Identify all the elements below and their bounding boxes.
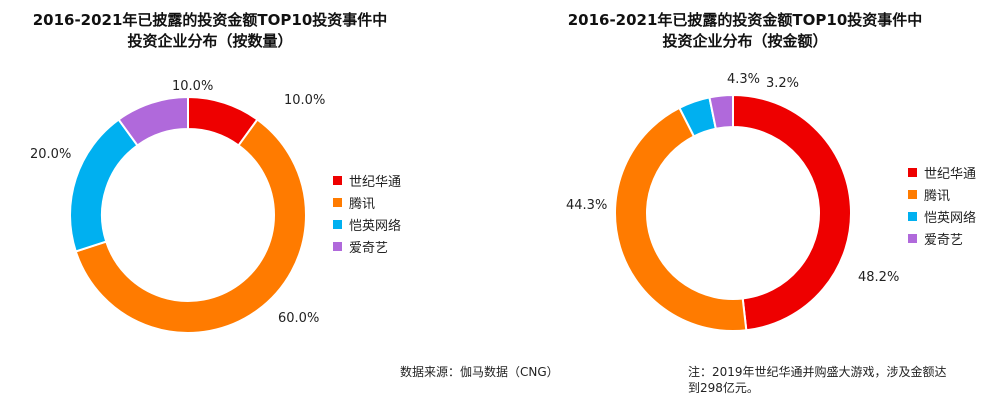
chart-title-count-line2: 投资企业分布（按数量）: [127, 32, 293, 50]
data-label-1-0: 48.2%: [858, 270, 899, 285]
legend-label: 恺英网络: [349, 218, 402, 234]
legend-item-0-2: 恺英网络: [333, 213, 401, 235]
legend-swatch: [333, 197, 342, 207]
legend-swatch: [908, 167, 917, 177]
donut-slice-0-1: [74, 118, 307, 334]
data-label-1-3: 3.2%: [766, 76, 799, 91]
chart-title-count: 2016-2021年已披露的投资金额TOP10投资事件中 投资企业分布（按数量）: [0, 10, 420, 52]
data-label-0-3: 10.0%: [172, 79, 213, 94]
legend-swatch: [333, 175, 342, 185]
chart-title-amount: 2016-2021年已披露的投资金额TOP10投资事件中 投资企业分布（按金额）: [535, 10, 955, 52]
donut-slice-1-1: [614, 106, 748, 332]
legend-item-0-1: 腾讯: [333, 191, 401, 213]
legend-label: 爱奇艺: [349, 240, 389, 256]
legend-swatch: [908, 189, 917, 199]
data-label-1-2: 4.3%: [727, 72, 760, 87]
legend-item-1-1: 腾讯: [908, 183, 976, 205]
legend-swatch: [333, 241, 342, 251]
legend-label: 恺英网络: [924, 210, 977, 226]
legend-label: 世纪华通: [924, 166, 977, 182]
legend-item-1-0: 世纪华通: [908, 161, 976, 183]
legend-amount: 世纪华通腾讯恺英网络爱奇艺: [908, 161, 976, 249]
data-source: 数据来源：伽马数据（CNG）: [400, 365, 559, 379]
data-label-1-1: 44.3%: [566, 198, 607, 213]
legend-item-1-3: 爱奇艺: [908, 227, 976, 249]
legend-swatch: [333, 219, 342, 229]
legend-label: 爱奇艺: [924, 232, 964, 248]
data-label-0-1: 60.0%: [278, 311, 319, 326]
chart-title-amount-line2: 投资企业分布（按金额）: [662, 32, 828, 50]
legend-label: 世纪华通: [349, 174, 402, 190]
footnote: 注：2019年世纪华通并购盛大游戏，涉及金额达到298亿元。: [688, 365, 947, 395]
legend-item-0-0: 世纪华通: [333, 169, 401, 191]
legend-item-0-3: 爱奇艺: [333, 235, 401, 257]
legend-count: 世纪华通腾讯恺英网络爱奇艺: [333, 169, 401, 257]
legend-swatch: [908, 211, 917, 221]
data-label-0-0: 10.0%: [284, 93, 325, 108]
legend-label: 腾讯: [924, 188, 951, 204]
chart-title-count-line1: 2016-2021年已披露的投资金额TOP10投资事件中: [32, 11, 388, 29]
donut-slice-1-3: [708, 93, 734, 130]
donut-slice-1-0: [732, 93, 852, 332]
data-label-0-2: 20.0%: [30, 147, 71, 162]
legend-label: 腾讯: [349, 196, 376, 212]
chart-title-amount-line1: 2016-2021年已披露的投资金额TOP10投资事件中: [567, 11, 923, 29]
donut-slice-0-2: [69, 118, 139, 253]
legend-item-1-2: 恺英网络: [908, 205, 976, 227]
donut-slice-0-3: [117, 95, 189, 147]
legend-swatch: [908, 233, 917, 243]
